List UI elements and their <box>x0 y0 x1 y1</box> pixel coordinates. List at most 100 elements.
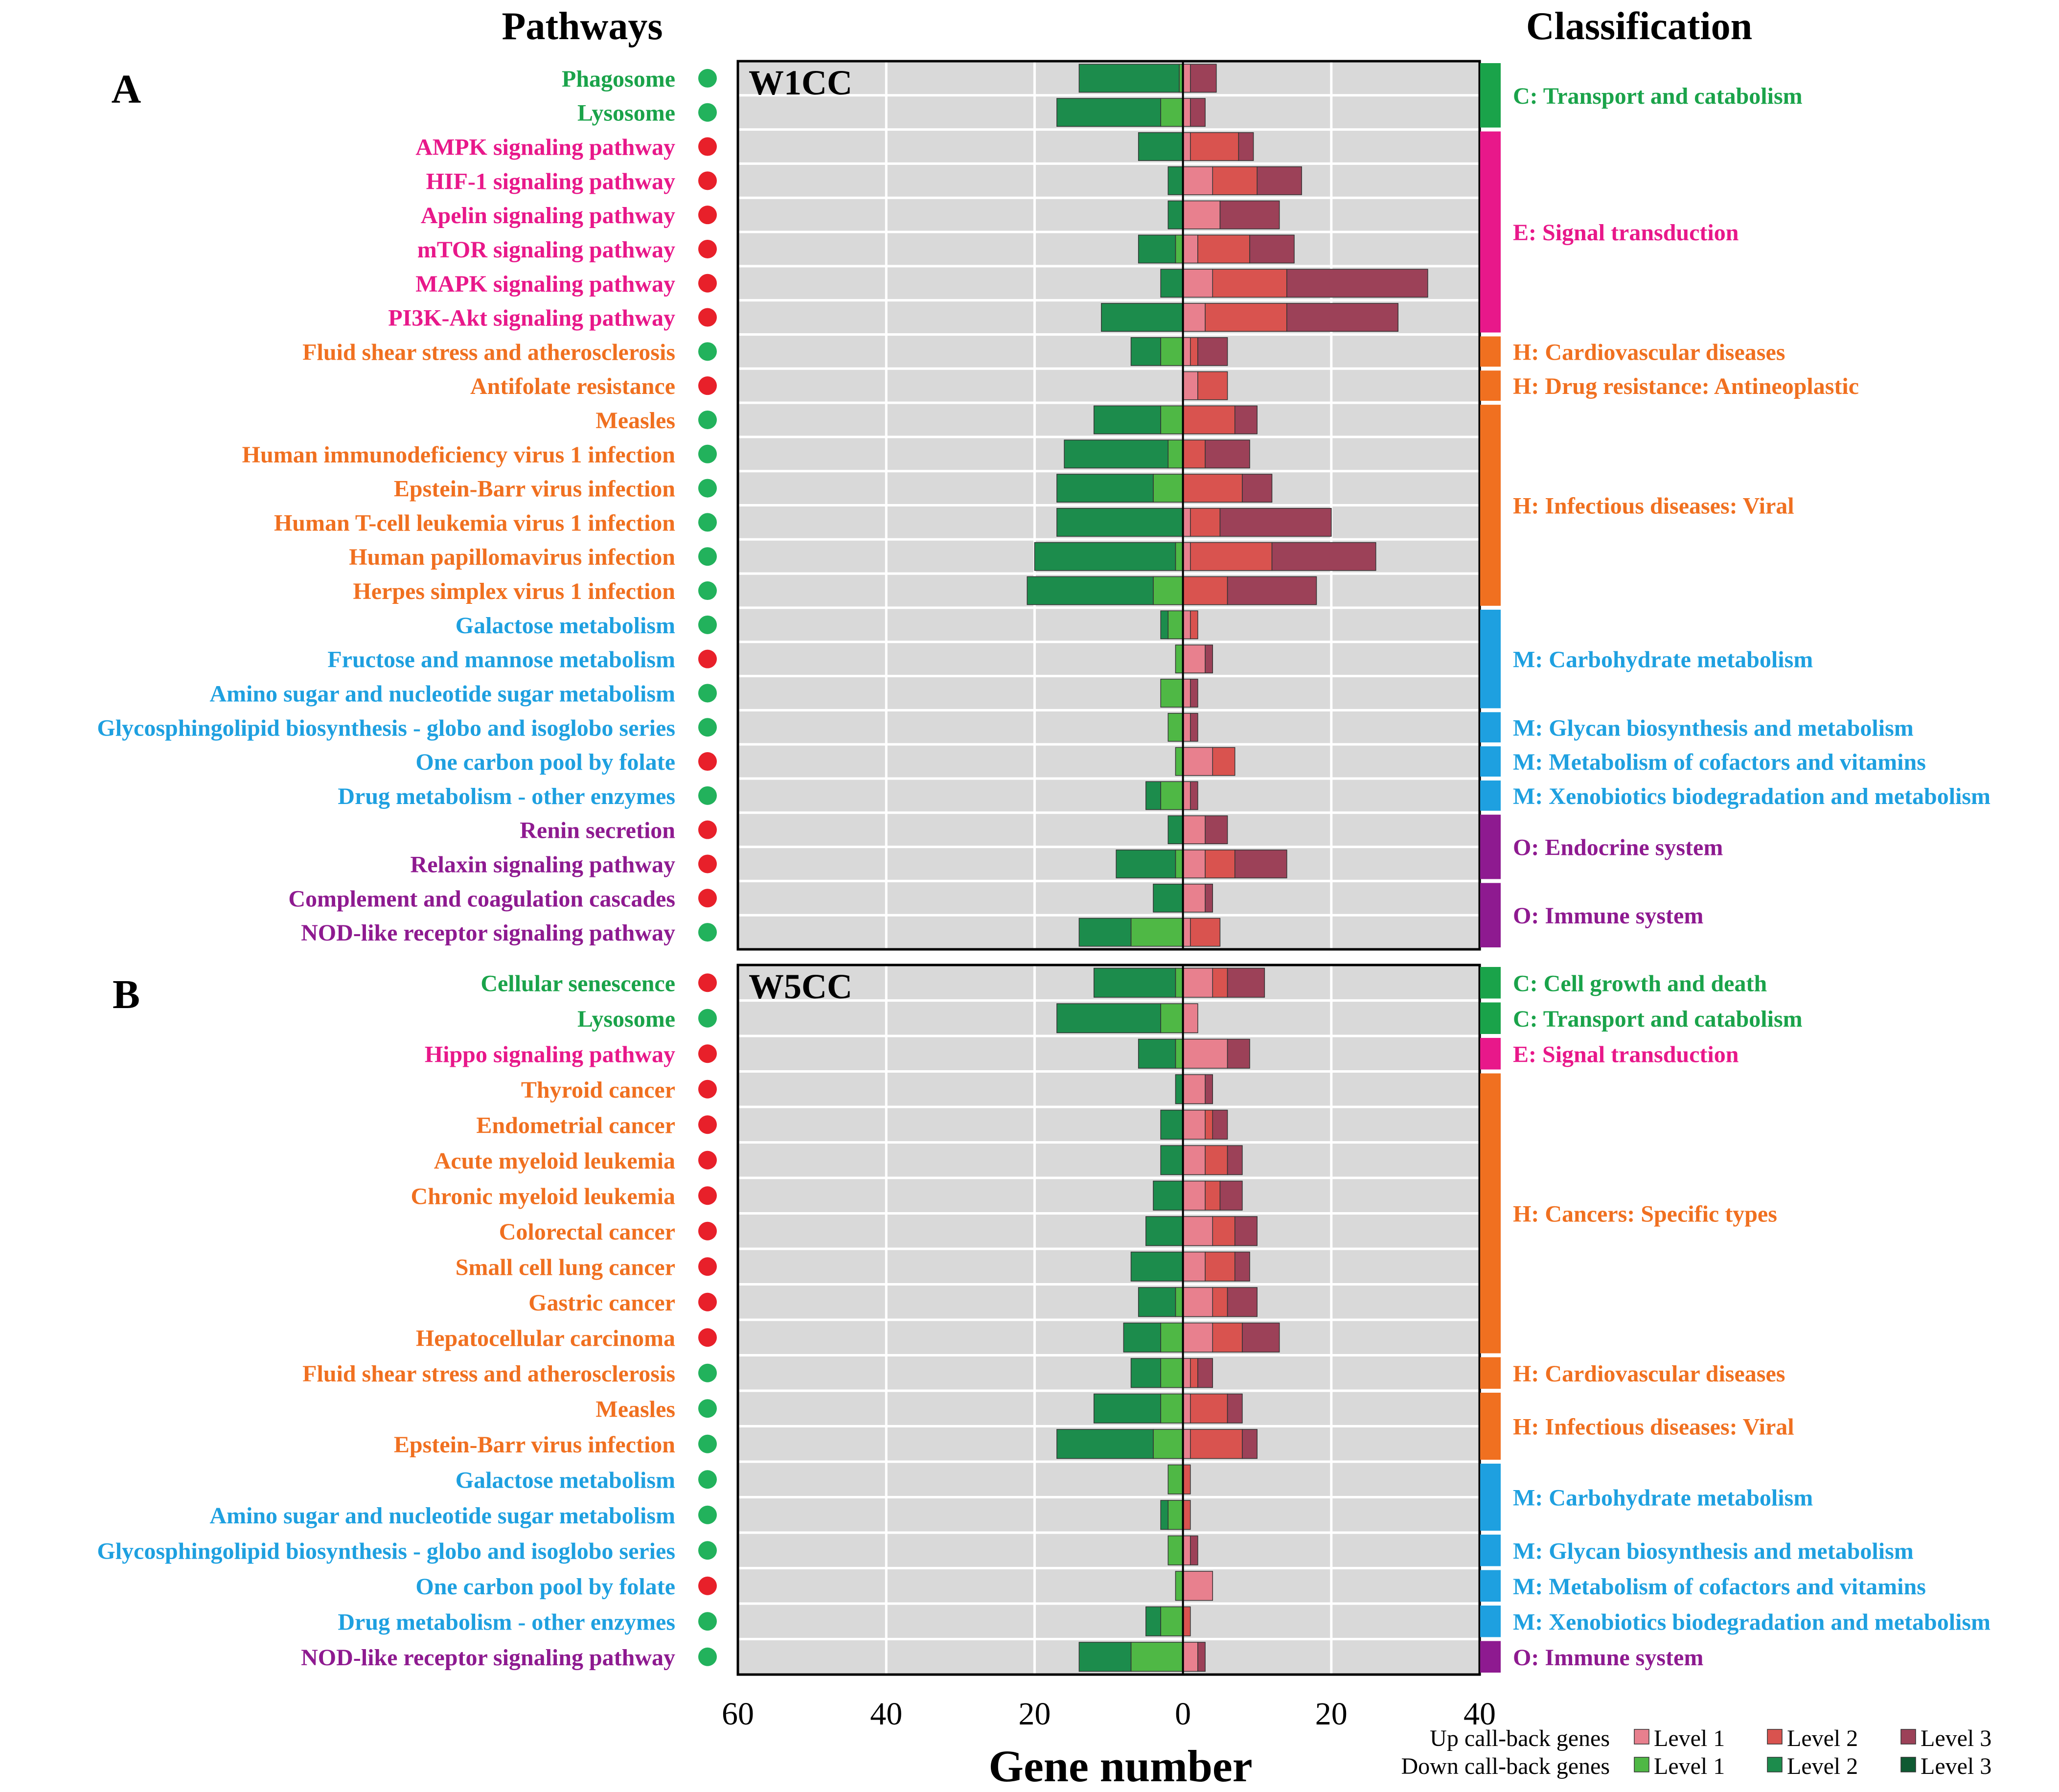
bar-up-level-2 <box>1190 1358 1198 1388</box>
bar-up-level-2 <box>1197 234 1250 264</box>
bar-up-level-2 <box>1205 1109 1213 1140</box>
bar-down-level-2 <box>1167 200 1184 230</box>
bar-up-level-2 <box>1212 1216 1235 1246</box>
group-bar-m-carbohydrate-metabolism <box>1480 1464 1501 1531</box>
x-tick-label: 40 <box>1464 1696 1496 1732</box>
bar-up-level-1 <box>1182 1571 1213 1601</box>
x-axis: 60 40 20 0 20 40 Gene number <box>722 1696 1496 1791</box>
bar-up-level-3 <box>1190 679 1198 708</box>
bar-down-level-2 <box>1130 1358 1161 1388</box>
bar-down-level-1 <box>1160 1606 1184 1636</box>
status-dot <box>698 69 717 88</box>
bar-up-level-3 <box>1286 303 1398 332</box>
status-dot <box>698 889 717 908</box>
plot-frame <box>736 964 1481 1676</box>
pathway-label-human-t-cell-leukemia-virus-1-infection: Human T-cell leukemia virus 1 infection <box>274 510 675 536</box>
status-dot <box>698 239 717 258</box>
pathway-label-one-carbon-pool-by-folate: One carbon pool by folate <box>415 1574 675 1600</box>
classification-header: Classification <box>1526 5 1752 48</box>
group-label-m-glycan-biosynthesis-and-metabolism: M: Glycan biosynthesis and metabolism <box>1513 715 1914 741</box>
status-dot <box>698 547 717 566</box>
pathway-label-colorectal-cancer: Colorectal cancer <box>499 1219 675 1245</box>
pathway-label-galactose-metabolism: Galactose metabolism <box>456 1467 675 1493</box>
group-bar-h-cardiovascular-diseases <box>1480 1357 1501 1389</box>
status-dot <box>698 1363 717 1382</box>
pathway-label-phagosome: Phagosome <box>562 66 675 92</box>
bar-up-level-2 <box>1182 1464 1191 1494</box>
bar-up-level-3 <box>1190 98 1206 127</box>
bar-down-level-1 <box>1160 1003 1184 1034</box>
bar-down-level-2 <box>1175 1074 1184 1104</box>
bar-up-level-1 <box>1182 132 1191 161</box>
bar-down-level-2 <box>1130 1251 1184 1282</box>
pathway-label-ampk-signaling-pathway: AMPK signaling pathway <box>415 135 675 161</box>
x-axis-label: Gene number <box>988 1741 1252 1791</box>
status-dot <box>698 973 717 992</box>
bar-down-level-2 <box>1130 337 1161 366</box>
bar-up-level-1 <box>1182 64 1191 93</box>
bar-down-level-1 <box>1130 918 1184 947</box>
bar-down-level-2 <box>1056 98 1161 127</box>
pathway-label-antifolate-resistance: Antifolate resistance <box>470 373 675 399</box>
pathway-label-chronic-myeloid-leukemia: Chronic myeloid leukemia <box>411 1183 675 1209</box>
bar-up-level-3 <box>1242 474 1273 503</box>
bar-up-level-2 <box>1190 1429 1243 1459</box>
bar-down-level-1 <box>1153 576 1184 605</box>
bar-up-level-1 <box>1182 747 1213 776</box>
status-dot <box>698 615 717 634</box>
bar-down-level-1 <box>1175 234 1184 264</box>
pathway-label-small-cell-lung-cancer: Small cell lung cancer <box>456 1254 675 1280</box>
bar-up-level-2 <box>1190 337 1198 366</box>
bar-up-level-1 <box>1182 1287 1213 1317</box>
status-dot <box>698 1328 717 1347</box>
panel-a: Phagosome Lysosome AMPK signaling pathway H… <box>97 60 1990 951</box>
group-bar-e-signal-transduction <box>1480 1038 1501 1070</box>
bar-up-level-1 <box>1182 234 1198 264</box>
panel-b: Cellular senescence Lysosome Hippo signali… <box>97 964 1990 1676</box>
bar-down-level-2 <box>1093 1393 1161 1424</box>
panel-letter: A <box>112 67 141 112</box>
legend-level-label: Level 1 <box>1654 1725 1725 1751</box>
bar-up-level-1 <box>1182 337 1191 366</box>
bar-up-level-2 <box>1212 967 1228 998</box>
bar-up-level-2 <box>1197 371 1228 400</box>
status-dot <box>698 376 717 395</box>
pathway-label-thyroid-cancer: Thyroid cancer <box>521 1077 675 1103</box>
bar-down-level-1 <box>1175 967 1184 998</box>
bar-up-level-1 <box>1182 371 1198 400</box>
bar-up-level-1 <box>1182 166 1213 195</box>
group-bar-h-infectious-diseases-viral <box>1480 1393 1501 1460</box>
bar-up-level-1 <box>1182 1358 1191 1388</box>
bar-up-level-1 <box>1182 781 1191 810</box>
pathway-label-epstein-barr-virus-infection: Epstein-Barr virus infection <box>394 476 675 502</box>
bar-up-level-1 <box>1182 712 1191 742</box>
bar-up-level-1 <box>1182 679 1191 708</box>
bar-down-level-1 <box>1175 747 1184 776</box>
bar-down-level-1 <box>1153 474 1184 503</box>
group-label-c-transport-and-catabolism: C: Transport and catabolism <box>1513 1006 1803 1032</box>
bar-up-level-2 <box>1182 576 1228 605</box>
bar-down-level-2 <box>1145 1606 1161 1636</box>
group-bar-o-endocrine-system <box>1480 814 1501 879</box>
pathway-label-fluid-shear-stress-and-atherosclerosis: Fluid shear stress and atherosclerosis <box>302 339 675 365</box>
pathway-label-drug-metabolism-other-enzymes: Drug metabolism - other enzymes <box>338 1609 675 1635</box>
group-label-m-xenobiotics-biodegradation-and-metabolism: M: Xenobiotics biodegradation and metabo… <box>1513 783 1990 809</box>
panel-letter: B <box>113 972 140 1017</box>
group-bar-h-cardiovascular-diseases <box>1480 336 1501 367</box>
group-bar-c-cell-growth-and-death <box>1480 967 1501 999</box>
group-label-h-cardiovascular-diseases: H: Cardiovascular diseases <box>1513 339 1785 365</box>
bar-down-level-2 <box>1101 303 1184 332</box>
legend-level-label: Level 2 <box>1787 1753 1858 1779</box>
bar-up-level-1 <box>1182 883 1206 913</box>
bar-up-level-2 <box>1182 1606 1191 1636</box>
bar-down-level-1 <box>1175 644 1184 674</box>
bar-down-level-2 <box>1167 166 1184 195</box>
bar-up-level-3 <box>1190 64 1217 93</box>
pathway-label-acute-myeloid-leukemia: Acute myeloid leukemia <box>434 1148 675 1174</box>
legend-swatch-up-level-2 <box>1767 1729 1783 1745</box>
bar-up-level-2 <box>1205 303 1287 332</box>
legend-level-label: Level 2 <box>1787 1725 1858 1751</box>
legend: Up call-back genes Level 1 Level 2 Level 3 D… <box>1401 1725 1992 1779</box>
status-dot <box>698 854 717 873</box>
bar-up-level-3 <box>1219 1180 1243 1211</box>
